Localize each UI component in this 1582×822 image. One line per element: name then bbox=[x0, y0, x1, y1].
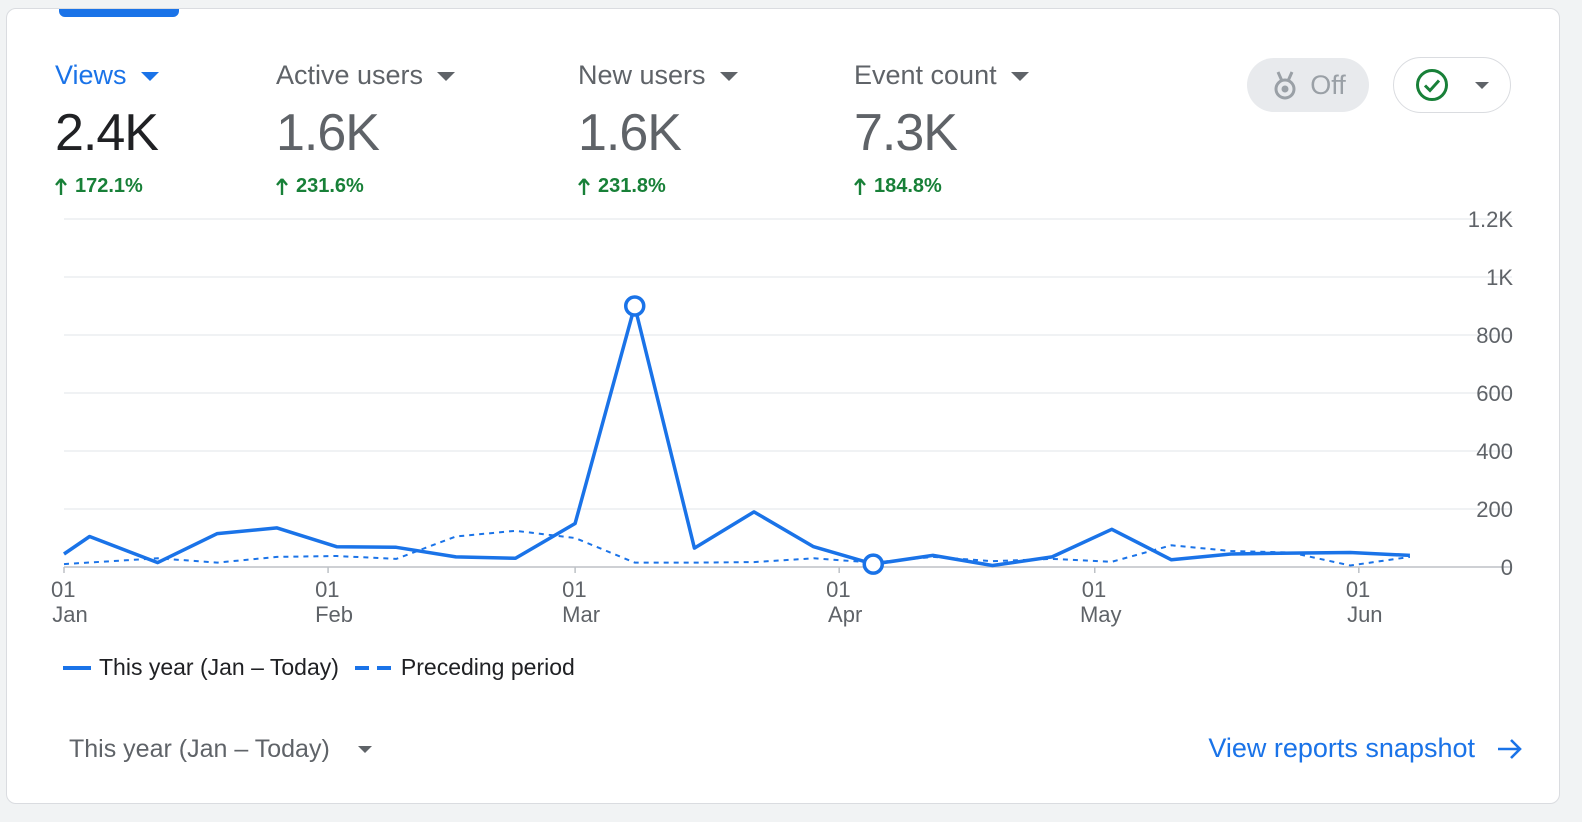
metric-label: New users bbox=[578, 59, 706, 90]
x-tick-day: 01 bbox=[562, 577, 586, 602]
caret-down-icon bbox=[437, 71, 456, 81]
date-range-label: This year (Jan – Today) bbox=[69, 735, 330, 763]
caret-down-icon bbox=[357, 746, 372, 753]
metric-label: Active users bbox=[276, 59, 424, 90]
date-range-dropdown[interactable]: This year (Jan – Today) bbox=[69, 735, 372, 764]
x-tick-month: May bbox=[1080, 602, 1122, 627]
metric-change-value: 172.1% bbox=[75, 175, 143, 197]
x-tick-month: Mar bbox=[562, 602, 600, 627]
metric-label: Event count bbox=[854, 59, 997, 90]
x-tick-day: 01 bbox=[315, 577, 339, 602]
series-line-preceding bbox=[63, 529, 1411, 567]
metric-change-value: 231.8% bbox=[598, 175, 666, 197]
x-tick-day: 01 bbox=[826, 577, 850, 602]
legend-swatch-dashed bbox=[354, 665, 391, 670]
y-tick-label: 1.2K bbox=[1468, 207, 1514, 232]
x-tick-day: 01 bbox=[51, 577, 75, 602]
insights-toggle[interactable]: Off bbox=[1247, 58, 1369, 112]
metric-change-value: 184.8% bbox=[874, 175, 942, 197]
arrow-up-icon bbox=[578, 177, 590, 195]
x-tick-month: Apr bbox=[828, 602, 862, 627]
metric-new-users-selector[interactable]: New users bbox=[578, 55, 738, 95]
legend-item-preceding[interactable]: Preceding period bbox=[354, 654, 575, 681]
metric-active-users-selector[interactable]: Active users bbox=[276, 55, 456, 95]
y-tick-label: 200 bbox=[1476, 497, 1513, 522]
metric-new-users[interactable]: New users 1.6K 231.8% bbox=[578, 55, 738, 198]
x-tick-day: 01 bbox=[1346, 577, 1370, 602]
metric-value: 1.6K bbox=[276, 104, 380, 162]
y-tick-label: 1K bbox=[1486, 265, 1513, 290]
metric-change: 231.6% bbox=[276, 175, 455, 198]
legend-label: Preceding period bbox=[400, 654, 575, 680]
metric-value: 1.6K bbox=[578, 104, 682, 162]
arrow-up-icon bbox=[276, 177, 288, 195]
metric-active-users[interactable]: Active users 1.6K 231.6% bbox=[276, 55, 456, 198]
series-line-this-year bbox=[63, 304, 1410, 568]
check-circle-icon bbox=[1416, 69, 1448, 101]
y-tick-label: 800 bbox=[1476, 323, 1513, 348]
arrow-right-icon bbox=[1498, 738, 1522, 759]
metric-event-count-selector[interactable]: Event count bbox=[854, 55, 1029, 95]
data-point-marker bbox=[623, 295, 646, 317]
caret-down-icon bbox=[719, 71, 738, 81]
x-tick-day: 01 bbox=[1082, 577, 1106, 602]
award-icon bbox=[1274, 71, 1296, 100]
legend-swatch-solid bbox=[63, 665, 91, 670]
y-tick-label: 400 bbox=[1476, 439, 1513, 464]
metric-views-selector[interactable]: Views bbox=[55, 55, 159, 95]
x-tick-month: Jun bbox=[1347, 602, 1382, 627]
data-point-marker bbox=[862, 553, 885, 575]
caret-down-icon bbox=[1010, 71, 1029, 81]
metric-change-value: 231.6% bbox=[296, 175, 364, 197]
legend-item-this-year[interactable]: This year (Jan – Today) bbox=[63, 654, 339, 681]
x-tick-month: Feb bbox=[315, 602, 353, 627]
metric-value: 7.3K bbox=[854, 104, 958, 162]
views-line-chart: 02004006008001K1.2K01Jan01Feb01Mar01Apr0… bbox=[51, 207, 1514, 627]
arrow-up-icon bbox=[55, 177, 67, 195]
caret-down-icon bbox=[140, 71, 159, 81]
arrow-up-icon bbox=[854, 177, 866, 195]
metric-change: 172.1% bbox=[55, 175, 159, 198]
metric-views[interactable]: Views 2.4K 172.1% bbox=[55, 55, 159, 198]
metric-change: 231.8% bbox=[578, 175, 738, 198]
data-quality-dropdown[interactable] bbox=[1393, 57, 1511, 113]
metric-label: Views bbox=[55, 59, 127, 90]
metric-event-count[interactable]: Event count 7.3K 184.8% bbox=[854, 55, 1029, 198]
analytics-card: Views 2.4K 172.1% Active users 1.6K 231.… bbox=[6, 8, 1560, 804]
selected-tab-indicator bbox=[59, 9, 179, 17]
metric-change: 184.8% bbox=[854, 175, 1029, 198]
metric-value: 2.4K bbox=[55, 104, 159, 162]
legend-label: This year (Jan – Today) bbox=[99, 654, 339, 680]
chart-legend: This year (Jan – Today) Preceding period bbox=[63, 654, 591, 681]
y-tick-label: 0 bbox=[1501, 555, 1513, 580]
toggle-label: Off bbox=[1310, 69, 1346, 100]
snapshot-link-label: View reports snapshot bbox=[1208, 733, 1475, 763]
x-tick-month: Jan bbox=[52, 602, 87, 627]
y-tick-label: 600 bbox=[1476, 381, 1513, 406]
view-reports-snapshot-link[interactable]: View reports snapshot bbox=[1208, 733, 1523, 764]
caret-down-icon bbox=[1475, 81, 1489, 89]
